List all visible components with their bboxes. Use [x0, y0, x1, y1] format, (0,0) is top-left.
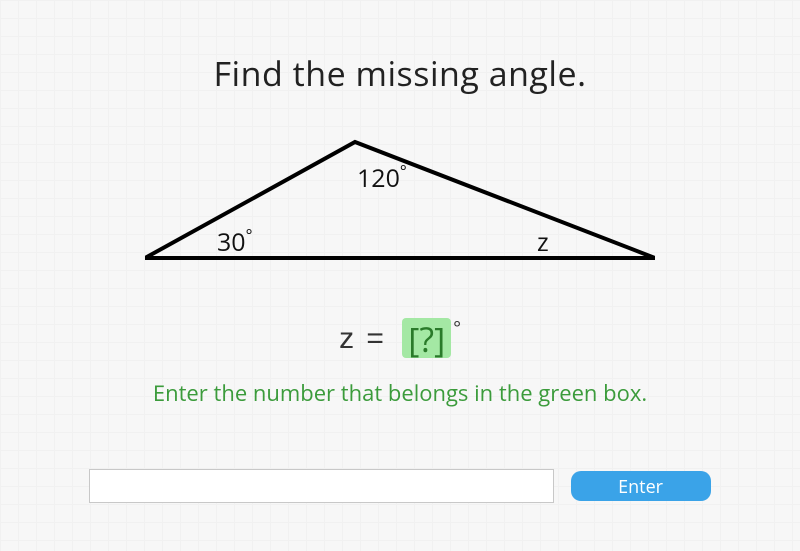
bracket-right: ]: [434, 316, 445, 362]
angle-label-left: 30°: [217, 224, 252, 259]
angle-apex-unit: °: [400, 160, 407, 182]
answer-box: [?]: [402, 318, 451, 358]
answer-placeholder: ?: [419, 316, 434, 362]
answer-input-row: Enter: [0, 469, 800, 503]
angle-left-unit: °: [246, 224, 253, 246]
bracket-left: [: [408, 316, 419, 362]
angle-apex-value: 120: [357, 161, 400, 195]
angle-right-value: z: [537, 225, 549, 259]
degree-symbol: °: [453, 316, 461, 340]
angle-label-right: z: [537, 224, 549, 259]
instruction-text: Enter the number that belongs in the gre…: [0, 378, 800, 408]
triangle-diagram: 30° 120° z: [145, 138, 655, 268]
angle-left-value: 30: [217, 225, 246, 259]
equation-row: z = [?]°: [0, 316, 800, 358]
angle-label-apex: 120°: [357, 160, 407, 195]
answer-input[interactable]: [89, 469, 554, 503]
enter-button[interactable]: Enter: [571, 471, 711, 501]
equation-lhs: z =: [339, 322, 396, 355]
page-title: Find the missing angle.: [0, 50, 800, 96]
